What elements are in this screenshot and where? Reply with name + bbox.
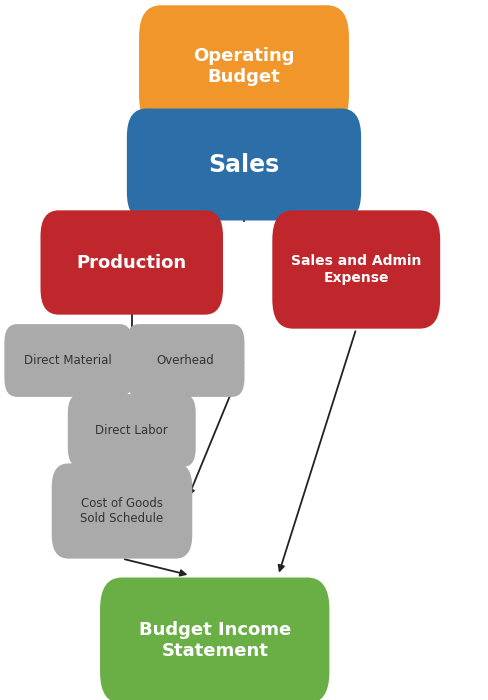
Text: Cost of Goods
Sold Schedule: Cost of Goods Sold Schedule (81, 497, 163, 525)
FancyBboxPatch shape (4, 324, 132, 397)
Text: Direct Labor: Direct Labor (95, 424, 168, 437)
FancyBboxPatch shape (126, 324, 244, 397)
Text: Direct Material: Direct Material (24, 354, 112, 367)
Text: Operating
Budget: Operating Budget (193, 47, 295, 86)
FancyBboxPatch shape (127, 108, 361, 220)
FancyBboxPatch shape (52, 463, 192, 559)
Text: Budget Income
Statement: Budget Income Statement (139, 621, 291, 660)
FancyBboxPatch shape (139, 5, 349, 127)
FancyBboxPatch shape (272, 210, 440, 329)
Text: Sales and Admin
Expense: Sales and Admin Expense (291, 254, 422, 285)
FancyBboxPatch shape (68, 394, 196, 467)
FancyBboxPatch shape (100, 578, 329, 700)
Text: Production: Production (77, 253, 187, 272)
FancyBboxPatch shape (41, 210, 223, 315)
Text: Sales: Sales (208, 153, 280, 176)
Text: Overhead: Overhead (157, 354, 214, 367)
